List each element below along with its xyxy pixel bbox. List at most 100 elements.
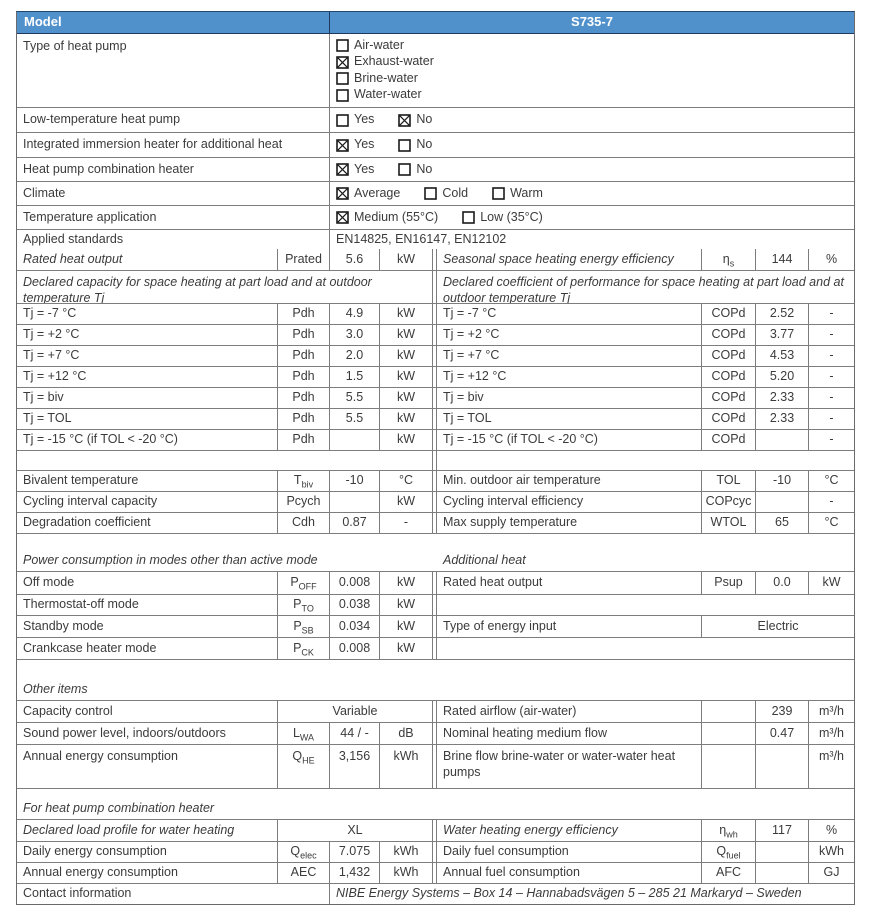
- unit-cell: kW: [380, 367, 432, 387]
- unit-cell: kWh: [380, 745, 432, 788]
- symbol-subscript: biv: [301, 479, 314, 490]
- value-cell: 2.33: [756, 388, 809, 408]
- row-label-cell: Min. outdoor air temperature: [437, 471, 702, 491]
- value-cell: 5.5: [330, 409, 380, 429]
- unit-text: kW: [396, 369, 416, 384]
- row-label-cell: Tj = +2 °C: [17, 325, 278, 345]
- row-label-cell: Brine flow brine-water or water-water he…: [437, 745, 702, 788]
- section-header-text: Power consumption in modes other than ac…: [17, 553, 437, 571]
- unit-text: m³/h: [819, 703, 844, 718]
- column-separator: [432, 451, 437, 470]
- symbol-text: Psup: [714, 575, 743, 590]
- standards-text: EN14825, EN16147, EN12102: [336, 231, 507, 246]
- row-label-cell: Annual energy consumption: [17, 745, 278, 788]
- part-load-header-text: Declared coefficient of performance for …: [437, 271, 854, 303]
- symbol-cell: PSB: [278, 616, 330, 637]
- symbol-cell: Qfuel: [702, 842, 756, 862]
- row-label-cell: Rated heat output: [437, 572, 702, 594]
- symbol-cell: Pdh: [278, 346, 330, 366]
- row-label: Rated airflow (air-water): [443, 703, 577, 718]
- unit-cell: °C: [380, 471, 432, 491]
- row-label: Crankcase heater mode: [23, 640, 157, 655]
- row-label: Declared load profile for water heating: [23, 822, 235, 837]
- row-label-cell: Water heating energy efficiency: [437, 820, 702, 841]
- row-label: Annual energy consumption: [23, 865, 178, 880]
- symbol-text: Pdh: [292, 390, 315, 405]
- row-label: Seasonal space heating energy efficiency: [443, 251, 674, 266]
- section-right-text: Additional heat: [443, 553, 526, 567]
- section-left-text: For heat pump combination heater: [23, 801, 215, 815]
- checkbox-row: Temperature application Medium (55°C) Low …: [17, 206, 854, 230]
- unit-text: -: [829, 348, 834, 363]
- option-label: Air-water: [354, 37, 405, 52]
- unit-text: -: [829, 306, 834, 321]
- value-text: 0.87: [342, 515, 367, 530]
- row-label-cell: Tj = TOL: [17, 409, 278, 429]
- checkbox-unchecked-icon: [424, 187, 438, 200]
- section-left-text: Other items: [23, 682, 88, 696]
- unit-text: kW: [396, 348, 416, 363]
- unit-cell: m³/h: [809, 701, 854, 722]
- symbol-text: COPd: [711, 432, 746, 447]
- checkbox-row: Climate Average Cold Warm: [17, 182, 854, 206]
- symbol-text: Qelec: [290, 844, 317, 861]
- value-text: 5.5: [345, 411, 364, 426]
- unit-text: kW: [396, 618, 416, 633]
- unit-cell: kW: [380, 595, 432, 615]
- merged-value: Variable: [332, 703, 378, 718]
- value-text: 44 / -: [340, 725, 369, 740]
- value-text: 2.33: [769, 390, 795, 405]
- row-label: Tj = +12 °C: [443, 369, 507, 384]
- data-row: Sound power level, indoors/outdoors LWA 44…: [17, 723, 854, 745]
- symbol-text: PTO: [293, 597, 314, 614]
- unit-text: kW: [396, 640, 416, 655]
- value-cell: 239: [756, 701, 809, 722]
- column-separator: [432, 595, 437, 615]
- part-load-header-row: Declared capacity for space heating at p…: [17, 271, 854, 304]
- row-label: Tj = -7 °C: [443, 306, 497, 321]
- symbol-subscript: wh: [726, 829, 738, 840]
- option-label: Yes: [354, 161, 375, 176]
- unit-text: kW: [822, 575, 841, 590]
- data-row: Tj = +2 °C Pdh 3.0 kW Tj = +2 °C COPd 3.77 -: [17, 325, 854, 346]
- value-cell: 2.33: [756, 409, 809, 429]
- row-label-cell: Tj = +12 °C: [437, 367, 702, 387]
- unit-text: kW: [396, 251, 416, 266]
- unit-text: -: [829, 411, 834, 426]
- checkbox-options: Average Cold Warm: [330, 182, 854, 205]
- value-text: 2.52: [769, 306, 795, 321]
- symbol-text: Prated: [285, 251, 322, 266]
- unit-cell: -: [809, 430, 854, 450]
- unit-text: %: [825, 822, 838, 837]
- option-label: No: [416, 137, 433, 152]
- symbol-text: ηs: [722, 251, 735, 269]
- row-label: Tj = -15 °C (if TOL < -20 °C): [23, 432, 178, 447]
- row-label-cell: Tj = +12 °C: [17, 367, 278, 387]
- row-label: Capacity control: [23, 703, 113, 718]
- row-label-cell: Rated airflow (air-water): [437, 701, 702, 722]
- checkbox-options: Medium (55°C) Low (35°C): [330, 206, 854, 229]
- value-cell: 4.9: [330, 304, 380, 324]
- row-label-cell: Tj = -7 °C: [17, 304, 278, 324]
- symbol-text: Tbiv: [293, 473, 314, 490]
- column-separator: [432, 304, 437, 324]
- column-separator: [432, 513, 437, 533]
- data-row: Annual energy consumption QHE 3,156 kWh Brin…: [17, 745, 854, 789]
- checkbox-unchecked-icon: [336, 72, 349, 86]
- row-label-cell: Applied standards: [17, 230, 330, 249]
- row-label: Applied standards: [23, 231, 124, 246]
- row-label-cell: Type of heat pump: [17, 34, 330, 107]
- section-header-row: For heat pump combination heater: [17, 789, 854, 820]
- checkbox-option: Yes: [336, 162, 374, 178]
- row-label-cell: Tj = +7 °C: [17, 346, 278, 366]
- row-label-cell: Declared load profile for water heating: [17, 820, 278, 841]
- row-label-cell: Climate: [17, 182, 330, 205]
- unit-cell: %: [809, 249, 854, 270]
- symbol-text: COPd: [711, 327, 746, 342]
- unit-cell: %: [809, 820, 854, 841]
- checkbox-options: Yes No: [330, 133, 854, 157]
- row-label: Annual energy consumption: [23, 749, 178, 763]
- unit-cell: kW: [380, 430, 432, 450]
- symbol-cell: [702, 745, 756, 788]
- checkbox-unchecked-icon: [462, 211, 475, 224]
